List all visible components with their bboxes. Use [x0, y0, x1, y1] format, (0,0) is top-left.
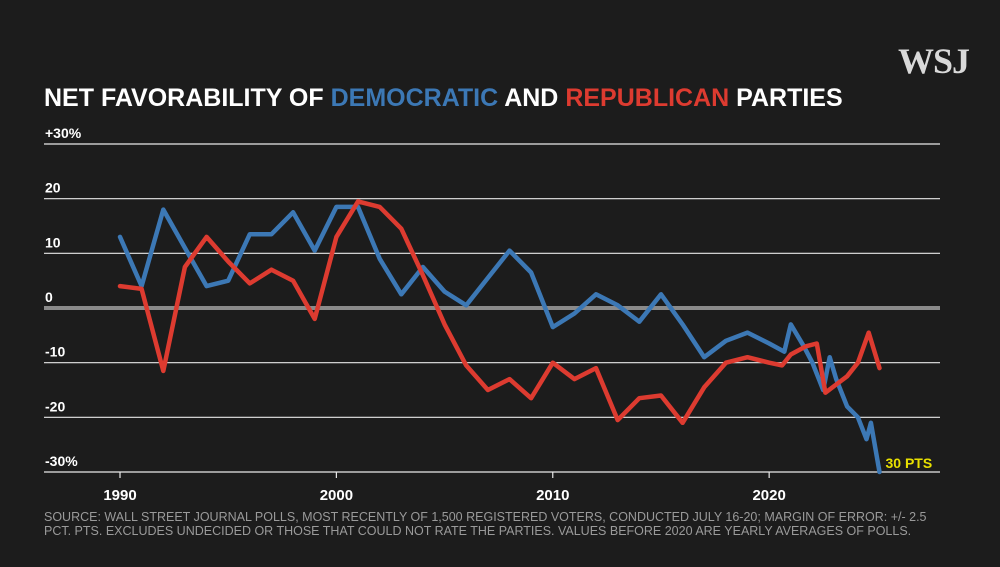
y-tick-label: 0	[45, 289, 53, 305]
x-tick-label: 2000	[320, 487, 353, 504]
x-tick-label: 2020	[752, 487, 785, 504]
y-tick-label: +30%	[45, 125, 82, 141]
y-tick-label: -30%	[45, 453, 78, 469]
chart-title: NET FAVORABILITY OF DEMOCRATIC AND REPUB…	[44, 84, 843, 113]
source-note: SOURCE: WALL STREET JOURNAL POLLS, MOST …	[44, 510, 927, 538]
title-part-3: PARTIES	[729, 84, 843, 112]
annotation-label: 30 PTS	[886, 455, 933, 471]
title-democratic: DEMOCRATIC	[330, 84, 499, 112]
series-line-republican	[117, 199, 882, 426]
y-tick-label: 20	[45, 180, 61, 196]
x-tick-label: 2010	[536, 487, 569, 504]
x-tick-label: 1990	[103, 487, 136, 504]
series-line-democratic	[117, 204, 882, 475]
title-part-1: NET FAVORABILITY OF	[44, 84, 331, 112]
grid-layer	[44, 143, 940, 478]
y-tick-label: -20	[45, 398, 65, 414]
wsj-logo: WSJ	[898, 41, 970, 81]
series-layer	[117, 199, 882, 475]
y-tick-label: -10	[45, 344, 65, 360]
y-tick-label: 10	[45, 234, 61, 250]
title-republican: REPUBLICAN	[565, 84, 730, 112]
title-part-2: AND	[498, 84, 566, 112]
